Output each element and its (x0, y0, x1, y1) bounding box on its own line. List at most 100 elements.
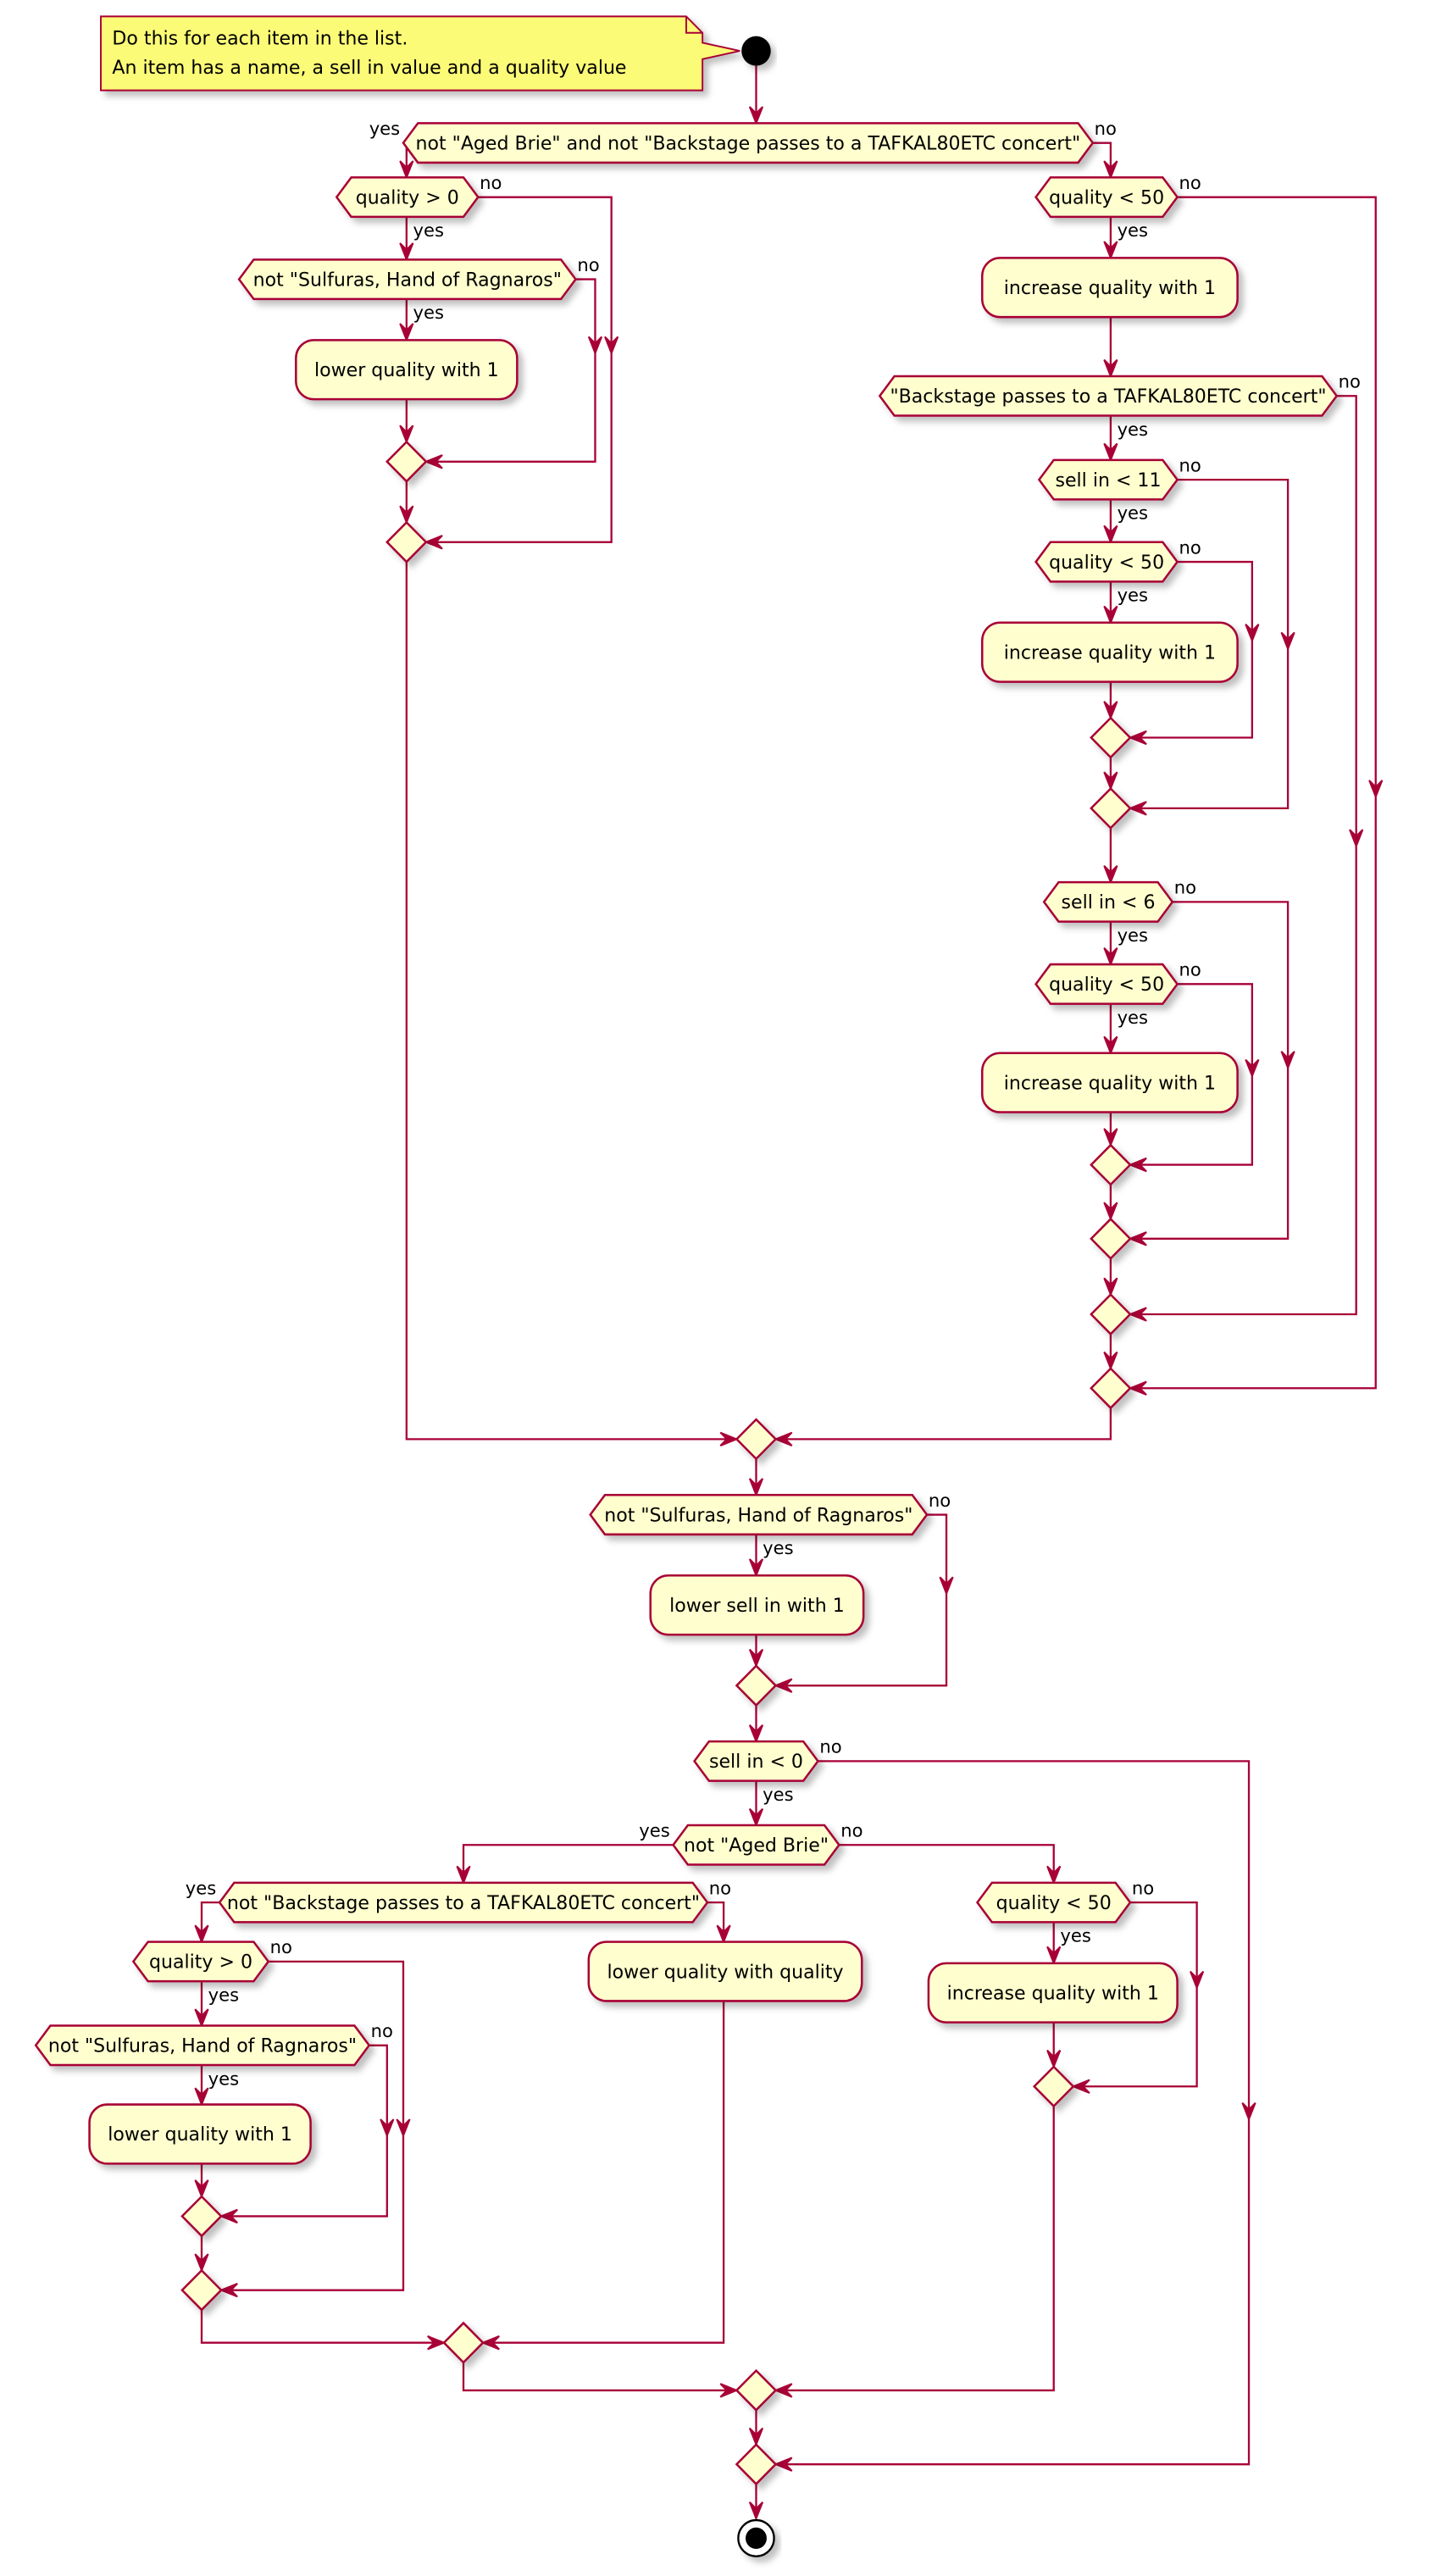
arrowhead (604, 336, 619, 356)
action-node (587, 1940, 863, 2002)
arrowhead (399, 160, 414, 180)
no-label: no (1179, 537, 1201, 558)
flow-edge (425, 196, 613, 543)
action-label: increase quality with 1 (1004, 1072, 1216, 1094)
arrowhead (1046, 1946, 1062, 1966)
no-label: no (1132, 1878, 1154, 1899)
action-label: increase quality with 1 (1004, 641, 1216, 663)
no-label: no (929, 1491, 951, 1512)
arrowhead (1103, 701, 1118, 720)
action-node (295, 339, 519, 401)
arrowhead (219, 2282, 238, 2298)
flow-edge (462, 1844, 674, 1883)
merge-node (180, 2268, 223, 2312)
decision-node (692, 1740, 819, 1782)
no-label: no (270, 1937, 292, 1958)
no-label: no (577, 255, 599, 276)
flow-edge (707, 1901, 725, 1942)
arrowhead (716, 1924, 731, 1945)
flow-edge (200, 2309, 444, 2344)
yes-label: yes (1118, 220, 1148, 242)
action-node (927, 1962, 1179, 2024)
arrowhead (194, 1924, 209, 1945)
arrowhead (1071, 2079, 1090, 2094)
decision-label: sell in < 6 (1062, 891, 1156, 913)
arrowhead (1241, 2101, 1256, 2122)
arrowhead (748, 1648, 764, 1668)
flow-edge (775, 2106, 1055, 2392)
flow-edge (1129, 560, 1254, 739)
arrowhead (1245, 624, 1260, 643)
arrowhead (1128, 730, 1147, 746)
arrowhead (480, 2335, 500, 2351)
decision-label: not "Aged Brie" (684, 1835, 829, 1857)
arrowhead (1046, 1865, 1062, 1885)
arrowhead (1103, 1351, 1118, 1371)
arrowhead (219, 2208, 238, 2224)
arrowhead (587, 336, 603, 356)
note-line: Do this for each item in the list. (112, 27, 408, 49)
arrowhead (399, 505, 414, 525)
arrowhead (1103, 1202, 1118, 1222)
arrowhead (1103, 865, 1118, 885)
merge-node (735, 2443, 778, 2486)
arrowhead (1103, 1277, 1118, 1297)
decision-node (589, 1494, 929, 1536)
arrowhead (424, 535, 443, 550)
arrowhead (1103, 358, 1118, 379)
decision-node (1034, 176, 1179, 219)
action-node (649, 1574, 865, 1636)
arrowhead (1128, 801, 1147, 816)
decision-label: sell in < 0 (709, 1751, 803, 1773)
arrowhead (194, 2008, 209, 2029)
action-label: lower sell in with 1 (669, 1595, 845, 1617)
decision-node (402, 122, 1095, 164)
merge-node (1090, 1217, 1132, 1260)
arrowhead (1190, 1970, 1205, 1990)
arrowhead (427, 2335, 446, 2351)
yes-label: yes (208, 1985, 239, 2006)
decision-node (131, 1940, 270, 1983)
yes-label: yes (1118, 1008, 1148, 1029)
yes-label: yes (763, 1538, 793, 1559)
decision-label: quality < 50 (1049, 186, 1164, 208)
arrowhead (748, 2427, 764, 2447)
arrowhead (1046, 2049, 1062, 2069)
action-node (88, 2103, 312, 2165)
start-node-icon (741, 36, 771, 66)
no-label: no (709, 1878, 731, 1899)
arrowhead (1128, 1307, 1147, 1322)
arrowhead (1349, 829, 1364, 849)
flow-edge (775, 1407, 1112, 1441)
arrowhead (748, 106, 764, 126)
decision-label: quality < 50 (1049, 552, 1164, 574)
flow-edge (483, 2001, 725, 2344)
yes-label: yes (369, 119, 400, 140)
arrowhead (1103, 241, 1118, 260)
flow-edge (775, 1513, 948, 1687)
merge-node (735, 2368, 778, 2412)
yes-label: yes (1118, 503, 1148, 525)
merge-node (1032, 2065, 1075, 2108)
action-label: lower quality with quality (607, 1961, 843, 1983)
merge-node (735, 1418, 778, 1461)
merge-node (1090, 1143, 1132, 1186)
merge-node (385, 440, 428, 483)
arrowhead (194, 2087, 209, 2107)
arrowhead (1128, 1231, 1147, 1246)
decision-node (1034, 541, 1179, 583)
arrowhead (773, 2457, 793, 2472)
arrowhead (773, 1431, 793, 1447)
arrowhead (1128, 1380, 1147, 1396)
arrowhead (773, 2383, 793, 2398)
decision-node (335, 176, 480, 219)
arrowhead (1280, 1051, 1295, 1070)
arrowhead (719, 1431, 740, 1447)
action-label: lower quality with 1 (108, 2124, 292, 2146)
decision-label: not "Sulfuras, Hand of Ragnaros" (48, 2035, 357, 2057)
note-fold (685, 16, 703, 34)
action-node (981, 257, 1239, 319)
flow-edge (1129, 901, 1290, 1240)
yes-label: yes (1118, 419, 1148, 441)
note-line: An item has a name, a sell in value and … (112, 57, 626, 79)
